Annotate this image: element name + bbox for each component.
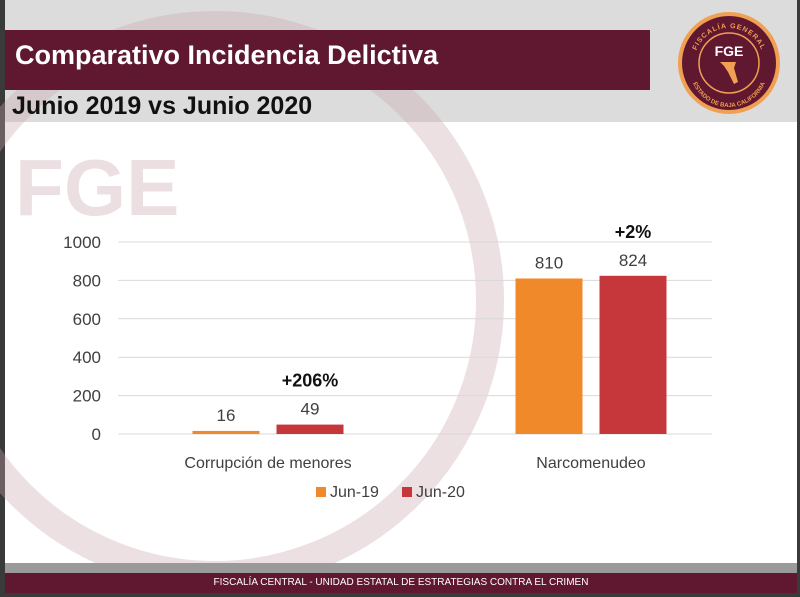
bar-jun-20: [599, 275, 667, 434]
y-tick-label: 600: [73, 310, 101, 329]
data-label: 16: [217, 406, 236, 425]
x-tick-label: Corrupción de menores: [184, 455, 351, 472]
data-label: 49: [301, 400, 320, 419]
y-tick-label: 200: [73, 387, 101, 406]
legend-swatch: [402, 487, 412, 497]
bar-jun-20: [276, 424, 344, 434]
y-tick-label: 400: [73, 348, 101, 367]
change-annotation: +2%: [615, 222, 652, 242]
x-tick-label: Narcomenudeo: [536, 455, 646, 472]
legend-label: Jun-20: [416, 484, 465, 501]
change-annotation: +206%: [282, 371, 339, 391]
baja-california-map-icon: [720, 62, 738, 84]
y-tick-label: 800: [73, 271, 101, 290]
bar-jun-19: [192, 430, 260, 434]
logo-center: FGE: [715, 43, 744, 59]
fge-logo: FISCALÍA GENERAL ESTADO DE BAJA CALIFORN…: [678, 12, 780, 114]
page-subtitle: Junio 2019 vs Junio 2020: [12, 92, 313, 120]
legend-label: Jun-19: [330, 484, 379, 501]
bar-jun-19: [515, 278, 583, 434]
y-tick-label: 0: [92, 425, 101, 444]
window-frame-bottom: [0, 593, 800, 597]
footer-divider: [5, 563, 797, 573]
legend-swatch: [316, 487, 326, 497]
data-label: 824: [619, 251, 647, 270]
data-label: 810: [535, 253, 563, 272]
page-title: Comparativo Incidencia Delictiva: [5, 30, 650, 90]
y-tick-label: 1000: [63, 233, 101, 252]
footer: FISCALÍA CENTRAL - UNIDAD ESTATAL DE EST…: [5, 573, 797, 593]
